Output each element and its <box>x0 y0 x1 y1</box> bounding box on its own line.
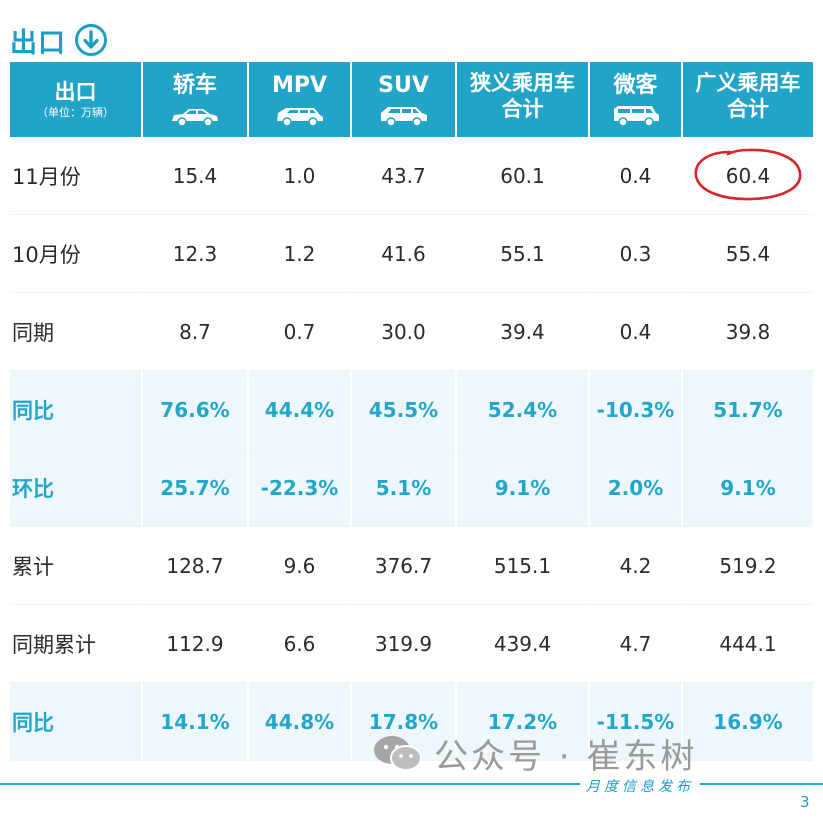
cell-suv: 376.7 <box>352 527 457 605</box>
header-broad-total: 广义乘用车 合计 <box>683 62 813 137</box>
header-sedan-label: 轿车 <box>172 73 217 98</box>
cell-narrow-total: 52.4% <box>457 371 590 449</box>
cell-narrow-total: 9.1% <box>457 449 590 527</box>
cell-minivan: -10.3% <box>590 371 683 449</box>
header-narrow-total-label: 狭义乘用车 合计 <box>470 71 575 121</box>
wechat-icon <box>374 736 422 771</box>
cell-minivan: 0.4 <box>590 137 683 215</box>
arrow-down-circle-icon <box>75 24 107 56</box>
header-mpv: MPV <box>249 62 352 137</box>
header-corner-label: 出口 <box>54 80 97 104</box>
cell-broad-total: 16.9% <box>683 683 813 761</box>
section-title: 出口 <box>10 21 108 59</box>
table-row-same-period-cumulative: 同期累计 112.9 6.6 319.9 439.4 4.7 444.1 <box>10 605 813 683</box>
table-row-cumulative: 累计 128.7 9.6 376.7 515.1 4.2 519.2 <box>10 527 813 605</box>
cell-minivan: 2.0% <box>590 449 683 527</box>
red-circle-annotation <box>694 148 802 201</box>
cell-sedan: 12.3 <box>143 215 249 293</box>
table-row-november: 11月份 15.4 1.0 43.7 60.1 0.4 60.4 <box>10 137 813 215</box>
cell-mpv: 6.6 <box>249 605 352 683</box>
header-narrow-total: 狭义乘用车 合计 <box>457 62 590 137</box>
header-minivan-label: 微客 <box>613 73 658 98</box>
cell-narrow-total: 17.2% <box>457 683 590 761</box>
cell-broad-total: 9.1% <box>683 449 813 527</box>
footer-divider <box>0 783 823 785</box>
row-label: 10月份 <box>10 215 143 293</box>
cell-suv: 17.8% <box>352 683 457 761</box>
minivan-icon <box>613 106 659 127</box>
cell-suv: 41.6 <box>352 215 457 293</box>
cell-broad-total: 444.1 <box>683 605 813 683</box>
cell-narrow-total: 55.1 <box>457 215 590 293</box>
cell-mpv: 9.6 <box>249 527 352 605</box>
cell-suv: 43.7 <box>352 137 457 215</box>
header-sedan: 轿车 <box>143 62 249 137</box>
cell-narrow-total: 515.1 <box>457 527 590 605</box>
table-row-october: 10月份 12.3 1.2 41.6 55.1 0.3 55.4 <box>10 215 813 293</box>
cell-mpv: 1.2 <box>249 215 352 293</box>
header-mpv-label: MPV <box>271 73 328 98</box>
page-number: 3 <box>800 793 810 811</box>
cell-minivan: 4.7 <box>590 605 683 683</box>
cell-sedan: 14.1% <box>143 683 249 761</box>
cell-mpv: 0.7 <box>249 293 352 371</box>
watermark-text: 公众号 · 崔东树 <box>434 736 698 777</box>
cell-minivan: -11.5% <box>590 683 683 761</box>
header-suv: SUV <box>352 62 457 137</box>
header-row: 出口 （单位：万辆） 轿车 MPV <box>10 62 813 137</box>
cell-sedan: 8.7 <box>143 293 249 371</box>
mpv-icon <box>276 108 323 127</box>
cell-mpv: 44.4% <box>249 371 352 449</box>
cell-minivan: 4.2 <box>590 527 683 605</box>
row-label: 同期累计 <box>10 605 143 683</box>
row-label: 同比 <box>10 371 143 449</box>
cell-narrow-total: 439.4 <box>457 605 590 683</box>
row-label: 11月份 <box>10 137 143 215</box>
cell-sedan: 15.4 <box>143 137 249 215</box>
table-row-yoy: 同比 76.6% 44.4% 45.5% 52.4% -10.3% 51.7% <box>10 371 813 449</box>
table-row-same-period: 同期 8.7 0.7 30.0 39.4 0.4 39.8 <box>10 293 813 371</box>
table-row-mom: 环比 25.7% -22.3% 5.1% 9.1% 2.0% 9.1% <box>10 449 813 527</box>
cell-broad-total: 55.4 <box>683 215 813 293</box>
cell-mpv: -22.3% <box>249 449 352 527</box>
watermark: 公众号 · 崔东树 <box>370 728 697 778</box>
cell-sedan: 76.6% <box>143 371 249 449</box>
section-title-text: 出口 <box>10 27 66 59</box>
cell-broad-total: 519.2 <box>683 527 813 605</box>
cell-minivan: 0.4 <box>590 293 683 371</box>
cell-broad-total: 39.8 <box>683 293 813 371</box>
row-label: 同比 <box>10 683 143 761</box>
footer-subtitle: 月度信息发布 <box>580 776 700 796</box>
header-corner-unit: （单位：万辆） <box>37 106 114 119</box>
sedan-icon <box>172 109 218 127</box>
cell-sedan: 128.7 <box>143 527 249 605</box>
cell-minivan: 0.3 <box>590 215 683 293</box>
row-label: 同期 <box>10 293 143 371</box>
header-corner: 出口 （单位：万辆） <box>10 62 143 137</box>
header-suv-label: SUV <box>378 73 429 98</box>
cell-suv: 45.5% <box>352 371 457 449</box>
cell-suv: 319.9 <box>352 605 457 683</box>
cell-narrow-total: 60.1 <box>457 137 590 215</box>
export-table: 出口 （单位：万辆） 轿车 MPV <box>10 62 813 761</box>
row-label: 累计 <box>10 527 143 605</box>
table-row-cumulative-yoy: 同比 14.1% 44.8% 17.8% 17.2% -11.5% 16.9% <box>10 683 813 761</box>
cell-suv: 5.1% <box>352 449 457 527</box>
row-label: 环比 <box>10 449 143 527</box>
cell-mpv: 44.8% <box>249 683 352 761</box>
cell-narrow-total: 39.4 <box>457 293 590 371</box>
cell-mpv: 1.0 <box>249 137 352 215</box>
suv-icon <box>380 107 427 127</box>
cell-sedan: 112.9 <box>143 605 249 683</box>
cell-suv: 30.0 <box>352 293 457 371</box>
header-minivan: 微客 <box>590 62 683 137</box>
cell-broad-total: 51.7% <box>683 371 813 449</box>
header-broad-total-label: 广义乘用车 合计 <box>695 71 801 121</box>
cell-sedan: 25.7% <box>143 449 249 527</box>
